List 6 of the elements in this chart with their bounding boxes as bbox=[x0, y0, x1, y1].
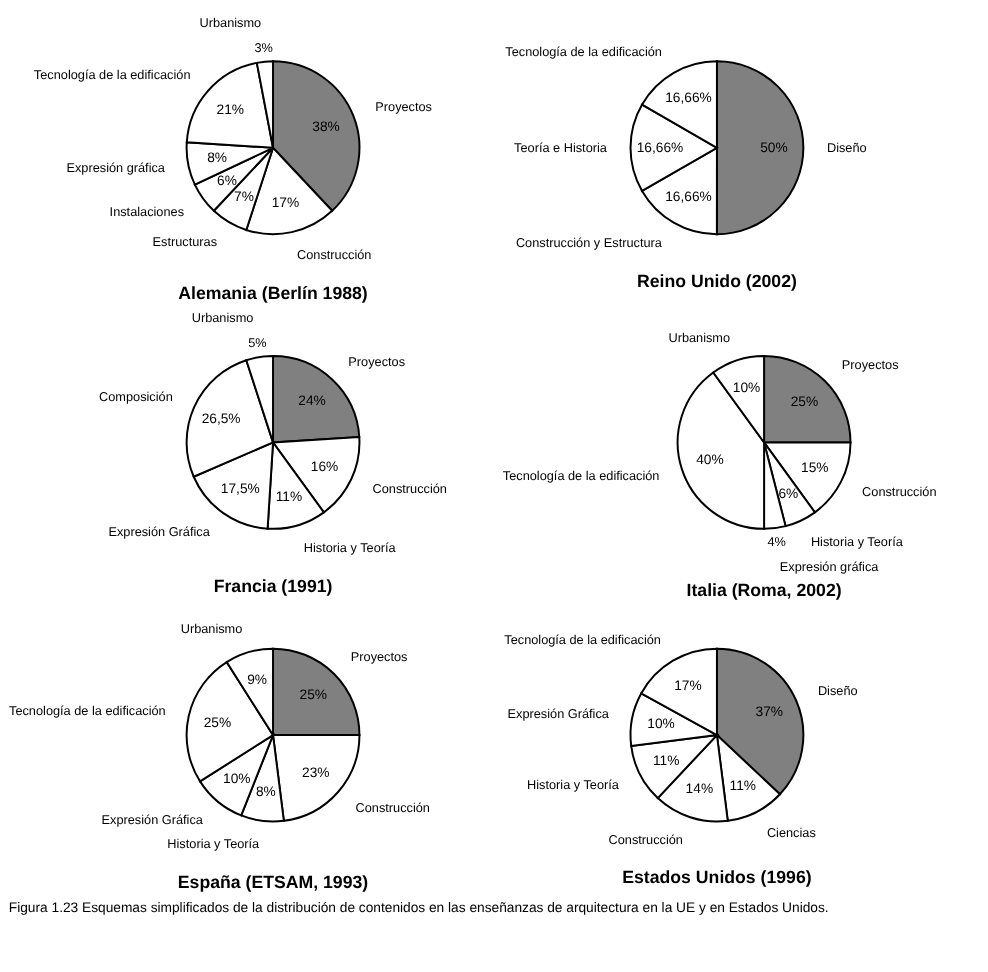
text: Reino Unido (2002) bbox=[636, 271, 797, 292]
text: Italia (Roma, 2002) bbox=[686, 579, 842, 600]
text: Estados Unidos (1996) bbox=[622, 867, 812, 888]
text: España (ETSAM, 1993) bbox=[177, 872, 369, 893]
text: Alemania (Berlín 1988) bbox=[178, 282, 368, 303]
text: Francia (1991) bbox=[213, 575, 333, 596]
